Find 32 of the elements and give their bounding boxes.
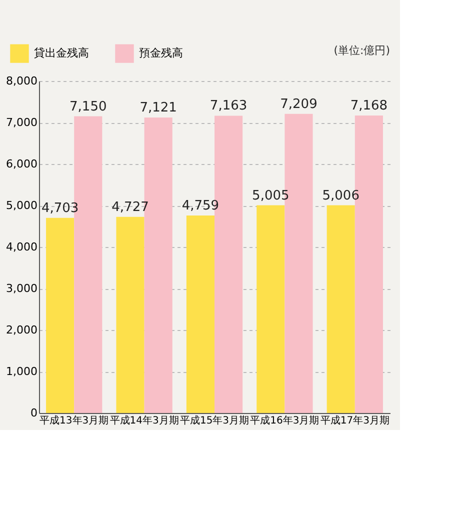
- data-label: 4,703: [41, 200, 79, 216]
- legend-label: 貸出金残高: [34, 46, 89, 60]
- y-tick-label: 2,000: [6, 324, 38, 336]
- y-tick-label: 1,000: [6, 365, 38, 378]
- data-label: 4,759: [182, 198, 220, 214]
- y-tick-label: 5,000: [6, 199, 38, 212]
- data-label: 7,168: [350, 98, 388, 114]
- data-label: 7,150: [70, 99, 107, 114]
- data-label: 5,006: [322, 188, 360, 204]
- data-label: 7,209: [280, 96, 318, 112]
- x-tick-label: 平成15年3月期: [180, 414, 250, 426]
- bar: [116, 216, 144, 413]
- y-tick-label: 0: [30, 406, 38, 420]
- x-tick-label: 平成17年3月期: [320, 414, 390, 426]
- x-tick-label: 平成13年3月期: [40, 414, 109, 426]
- bar: [46, 218, 74, 413]
- data-label: 7,163: [210, 98, 248, 114]
- x-tick-label: 平成16年3月期: [250, 414, 320, 426]
- y-tick-label: 8,000: [6, 74, 38, 88]
- y-tick-label: 3,000: [6, 282, 38, 295]
- data-label: 5,005: [252, 188, 290, 204]
- bar: [256, 205, 285, 413]
- y-tick-label: 6,000: [6, 158, 38, 170]
- bar: [326, 205, 355, 413]
- text: (単位:億円): [334, 44, 390, 57]
- data-label: 4,727: [112, 200, 149, 215]
- legend-label: 預金残高: [139, 46, 183, 60]
- y-tick-label: 4,000: [6, 240, 38, 254]
- bar: [186, 216, 214, 413]
- x-tick-label: 平成14年3月期: [110, 414, 179, 426]
- data-label: 7,121: [140, 100, 177, 116]
- y-tick-label: 7,000: [6, 116, 38, 129]
